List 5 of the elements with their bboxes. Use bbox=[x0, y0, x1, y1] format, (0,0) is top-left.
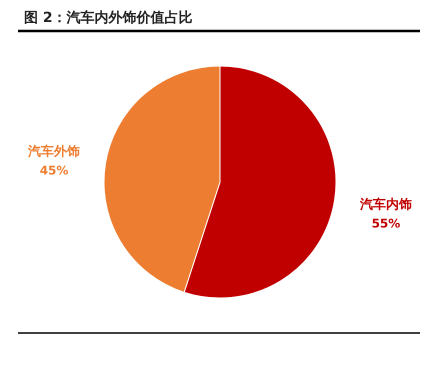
data-label: 45% bbox=[40, 164, 68, 178]
slice-label: 汽车内饰 bbox=[358, 196, 412, 212]
slice-label: 汽车外饰 bbox=[27, 144, 80, 160]
data-label: 55% bbox=[372, 216, 400, 230]
chart-title: 图 2：汽车内外饰价值占比 bbox=[24, 9, 193, 26]
